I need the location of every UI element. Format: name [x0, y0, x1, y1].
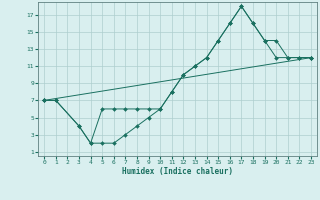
- X-axis label: Humidex (Indice chaleur): Humidex (Indice chaleur): [122, 167, 233, 176]
